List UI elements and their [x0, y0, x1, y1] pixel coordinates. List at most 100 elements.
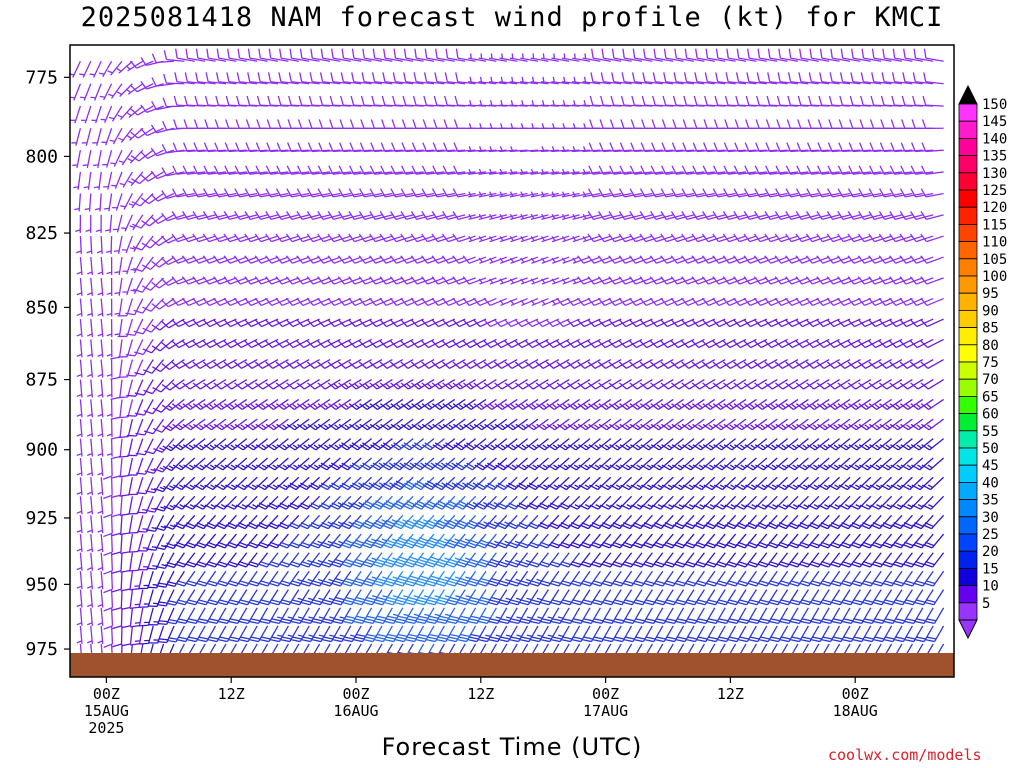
barb-flag [97, 452, 103, 457]
wind-barb [182, 165, 206, 175]
barb-flag [167, 599, 177, 604]
barb-flag [106, 433, 113, 437]
wind-barb [111, 571, 123, 593]
barb-flag [192, 188, 199, 198]
barb-flag [164, 564, 175, 569]
barb-staff [166, 625, 175, 643]
barb-flag [203, 188, 209, 198]
barb-flag [213, 361, 222, 369]
wind-barb [103, 571, 114, 594]
barb-flag [213, 340, 221, 349]
barb-flag [155, 565, 166, 570]
barb-flag [97, 333, 103, 337]
wind-barb [183, 457, 206, 471]
wind-barb [106, 359, 113, 378]
barb-flag [83, 186, 89, 189]
barb-staff [110, 477, 113, 496]
wind-barb [184, 533, 206, 549]
barb-flag [203, 403, 212, 410]
barb-flag [107, 70, 113, 74]
barb-flag [142, 348, 152, 354]
wind-barb [93, 171, 102, 190]
wind-barb [192, 338, 216, 349]
wind-barb [162, 438, 185, 452]
barb-flag [152, 427, 163, 433]
barb-flag [161, 404, 171, 411]
barb-flag [223, 211, 230, 220]
barb-staff [138, 149, 154, 162]
wind-barb [111, 534, 123, 556]
wind-barb [97, 571, 104, 590]
barb-staff [128, 477, 134, 496]
barb-flag [162, 465, 172, 472]
barb-flag [97, 622, 103, 626]
barb-flag [151, 53, 157, 63]
barb-flag [141, 242, 151, 249]
barb-flag [152, 386, 162, 393]
barb-staff [178, 359, 196, 369]
barb-flag [125, 312, 135, 316]
barb-staff [179, 418, 196, 431]
barb-flag [133, 267, 143, 273]
barb-flag [204, 119, 209, 129]
wind-barb [104, 193, 113, 212]
barb-flag [175, 601, 186, 606]
wind-barb [217, 625, 237, 643]
barb-flag [193, 484, 203, 491]
barb-flag [97, 353, 103, 357]
barb-staff [209, 338, 227, 349]
barb-staff [208, 81, 227, 85]
credit-link[interactable]: coolwx.com/models [828, 746, 982, 764]
barb-staff [119, 359, 123, 378]
barb-flag [154, 507, 164, 512]
barb-flag [214, 119, 220, 129]
barb-flag [161, 212, 168, 222]
barb-flag [153, 487, 164, 493]
barb-flag [188, 636, 198, 640]
barb-flag [177, 403, 183, 409]
barb-flag [106, 393, 113, 397]
wind-barb [162, 97, 185, 108]
barb-staff [176, 57, 195, 62]
wind-barb [181, 338, 206, 349]
barb-staff [187, 81, 206, 85]
barb-flag [182, 403, 191, 410]
barb-staff [129, 552, 134, 571]
wind-barb [125, 298, 144, 316]
wind-barb [192, 297, 216, 307]
wind-barb [172, 457, 196, 471]
wind-barb [192, 359, 216, 369]
barb-staff [151, 379, 165, 395]
barb-flag [95, 229, 102, 232]
wind-barb [181, 318, 206, 328]
barb-flag [97, 312, 103, 317]
wind-barb [117, 318, 134, 338]
barb-flag [224, 165, 230, 175]
barb-flag [97, 548, 103, 552]
barb-flag [188, 444, 194, 449]
wind-barb [128, 533, 144, 553]
barb-flag [165, 583, 175, 588]
barb-staff [136, 438, 144, 456]
barb-flag [214, 484, 224, 491]
barb-flag [209, 444, 215, 449]
wind-barb [217, 607, 237, 625]
barb-staff [176, 171, 195, 175]
barb-flag [183, 119, 188, 129]
barb-flag [140, 57, 147, 66]
barb-flag [129, 569, 139, 572]
barb-staff [143, 399, 154, 416]
barb-flag [103, 606, 113, 612]
barb-flag [171, 382, 180, 390]
wind-barb [174, 533, 196, 549]
barb-flag [132, 246, 143, 251]
barb-flag [97, 292, 103, 296]
barb-flag [181, 340, 190, 349]
barb-flag [150, 488, 157, 491]
wind-barb [151, 318, 175, 331]
barb-flag [227, 48, 230, 59]
wind-barb [119, 171, 133, 188]
wind-barb [197, 607, 217, 625]
barb-flag [172, 444, 182, 451]
barb-flag [103, 532, 113, 538]
